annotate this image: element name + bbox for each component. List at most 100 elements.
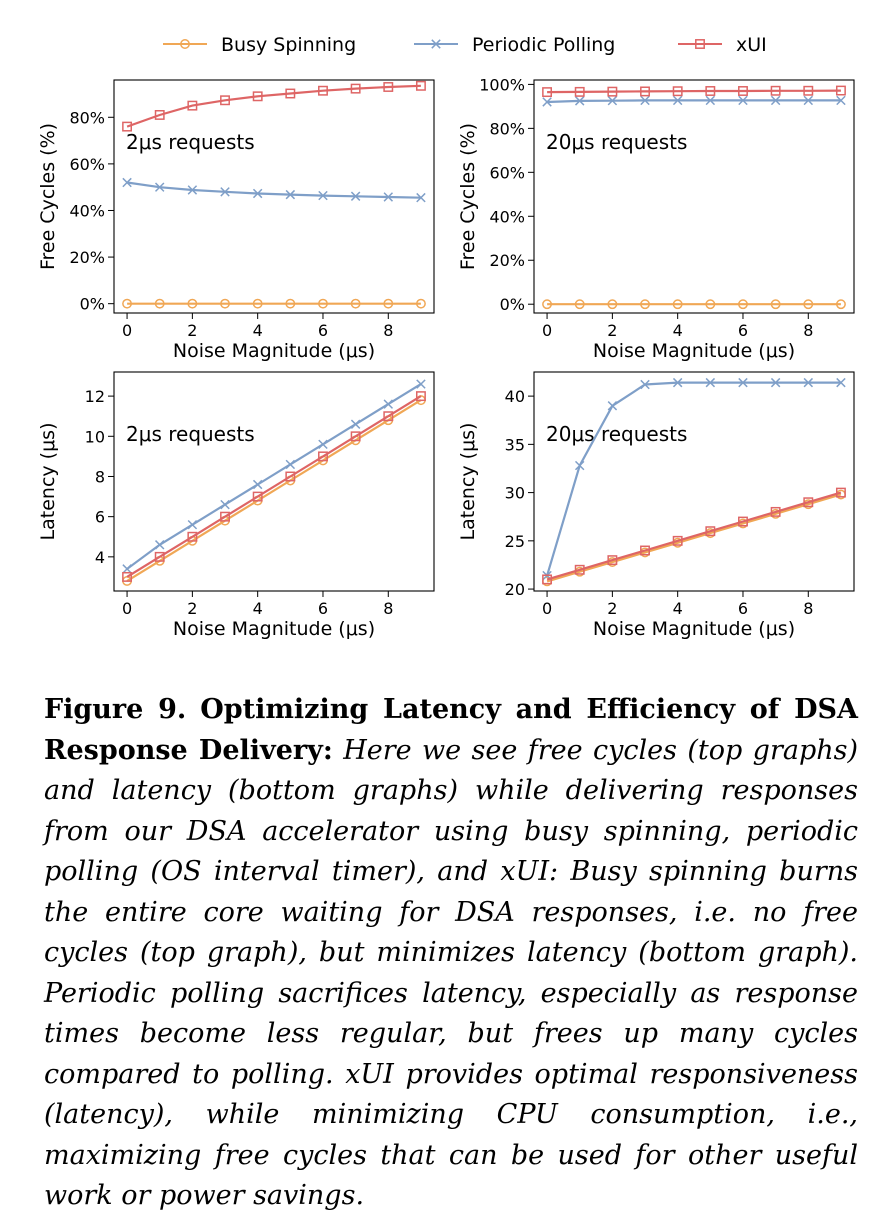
data-point (607, 95, 618, 106)
y-tick-label: 40 (505, 387, 525, 406)
plot-frame (533, 79, 855, 314)
data-point (252, 298, 263, 309)
data-point (350, 419, 361, 429)
x-axis-label: Noise Magnitude (μs) (173, 340, 375, 362)
y-tick-label: 20% (489, 251, 525, 270)
chart-panel-1: 0 2 4 6 80%20%40%60%80%Noise Magnitude (μs)F… (37, 79, 435, 362)
data-point (574, 299, 585, 310)
data-point (705, 95, 716, 106)
data-point (705, 526, 716, 537)
data-point (154, 540, 165, 550)
data-point (672, 377, 683, 388)
caption-body: Here we see free cycles (top graphs) and… (44, 734, 859, 1212)
data-point (122, 121, 133, 132)
series-periodic-polling (542, 95, 846, 107)
y-axis-label: Free Cycles (%) (457, 123, 479, 270)
data-point (803, 377, 814, 388)
series-xui (542, 487, 846, 585)
chart-panel-4: 0 2 4 6 8 20 25 30 35 40 Noise Magnitude (μs) Laten… (457, 371, 855, 640)
series-periodic-polling (542, 377, 846, 581)
data-point (705, 299, 716, 310)
x-tick-label: 8 (803, 321, 813, 340)
x-tick-label: 2 (607, 321, 617, 340)
chart-panel-2: 0 2 4 6 80%20%40%60%80%100%Noise Magnitude (… (457, 75, 855, 362)
data-point (770, 85, 781, 96)
y-tick-label: 40% (69, 201, 105, 220)
legend-marker (431, 39, 441, 49)
data-point (835, 487, 846, 498)
data-point (672, 299, 683, 310)
series-line (126, 399, 422, 582)
series-busy-spinning (542, 299, 846, 310)
series-line (126, 181, 421, 199)
data-point (318, 85, 328, 96)
legend-entry-periodic-polling: Periodic Polling (414, 34, 615, 56)
y-axis-label: Latency (μs) (457, 423, 479, 541)
legend-label: Periodic Polling (472, 34, 615, 56)
y-tick-label: 80% (69, 108, 105, 127)
data-point (350, 83, 361, 94)
y-tick-label: 20 (505, 580, 525, 599)
data-point (770, 377, 781, 388)
series-line (126, 84, 421, 128)
data-point (640, 379, 650, 390)
legend: Busy Spinning Periodic Polling xUI (163, 34, 767, 56)
data-point (318, 439, 328, 450)
data-point (542, 299, 553, 310)
data-point (285, 88, 296, 99)
y-tick-label: 35 (505, 435, 525, 454)
data-point (187, 185, 198, 195)
data-point (835, 299, 846, 310)
data-point (803, 85, 814, 96)
x-tick-label: 4 (673, 321, 683, 340)
x-tick-label: 4 (253, 321, 263, 340)
panel-annotation: 20μs requests (546, 130, 687, 154)
data-point (542, 97, 552, 107)
data-point (640, 545, 650, 556)
legend-marker (695, 39, 705, 49)
data-point (835, 85, 846, 96)
x-tick-label: 6 (318, 599, 328, 618)
x-tick-label: 2 (187, 321, 197, 340)
series-line (546, 491, 842, 581)
chart-panel-3: 0 2 4 6 8 4 6 8 10 12 Noise Magnitude (μs) Latency … (37, 371, 435, 640)
data-point (640, 86, 650, 97)
y-tick-label: 25 (505, 532, 525, 551)
data-point (836, 377, 846, 388)
data-point (574, 564, 585, 575)
data-point (574, 86, 585, 97)
data-point (252, 91, 263, 102)
data-point (122, 177, 132, 188)
x-tick-label: 2 (187, 599, 197, 618)
x-tick-label: 8 (803, 599, 813, 618)
data-point (350, 298, 361, 309)
data-point (187, 531, 198, 542)
data-point (672, 535, 683, 546)
data-point (383, 399, 394, 409)
data-point (672, 95, 683, 106)
series-line (126, 383, 422, 570)
plot-frame (113, 79, 435, 314)
data-point (416, 192, 426, 203)
y-tick-label: 12 (85, 387, 105, 406)
y-tick-label: 60% (69, 155, 105, 174)
x-tick-label: 6 (738, 599, 748, 618)
caption-label: Figure 9. (44, 694, 187, 725)
data-point (350, 191, 361, 201)
x-tick-label: 6 (318, 321, 328, 340)
data-point (285, 298, 296, 309)
data-point (122, 564, 132, 574)
data-point (220, 298, 230, 309)
x-tick-label: 2 (607, 599, 617, 618)
data-point (122, 571, 133, 582)
series-periodic-polling (122, 379, 426, 574)
data-point (285, 471, 296, 482)
data-point (640, 299, 650, 310)
y-axis-label: Latency (μs) (37, 423, 59, 541)
data-point (187, 519, 198, 530)
data-point (383, 82, 394, 92)
y-tick-label: 40% (489, 207, 525, 226)
series-line (546, 381, 841, 576)
data-point (154, 551, 165, 562)
data-point (154, 110, 165, 120)
